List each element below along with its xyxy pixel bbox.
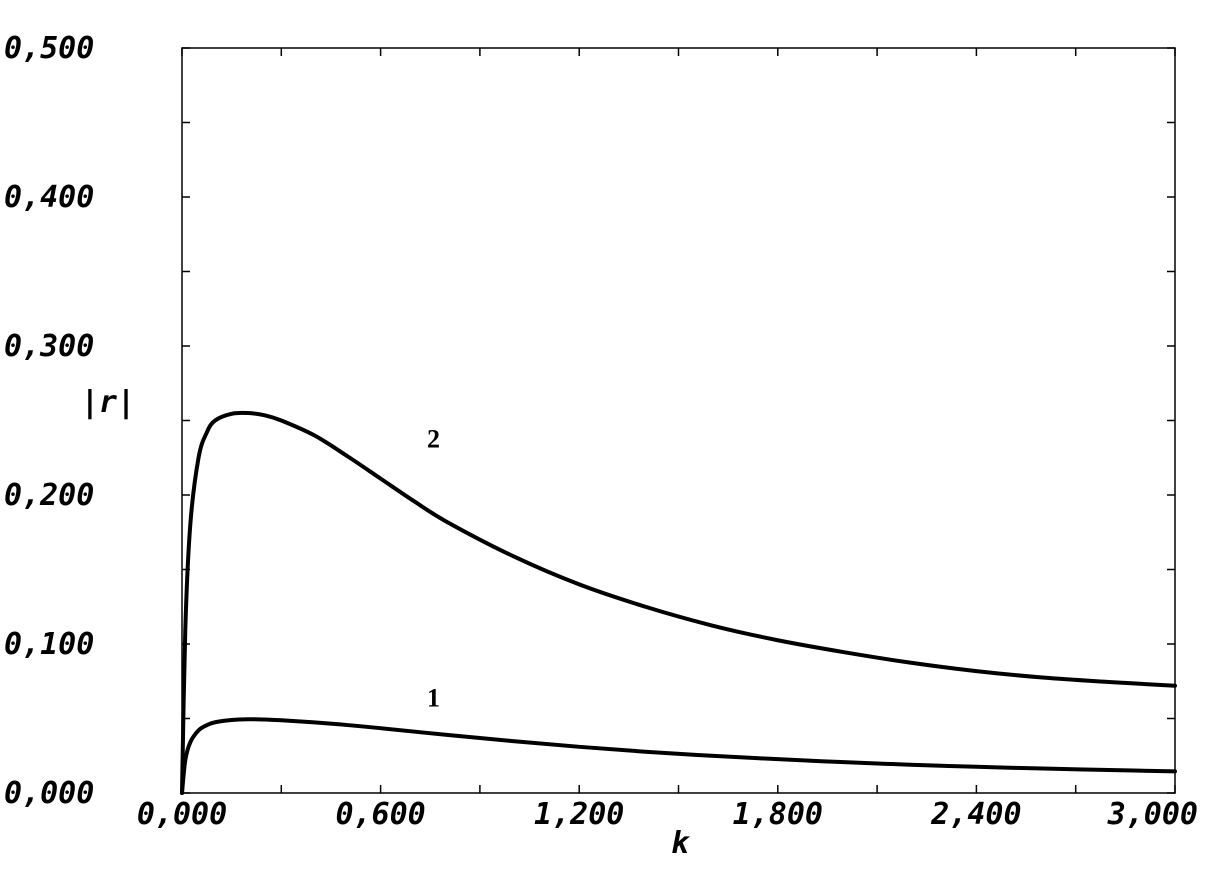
x-tick-labels: 0,000 0,600 1,200 1,800 2,400 3,000 [137,797,1198,832]
x-tick-label: 3,000 [1107,797,1198,832]
y-tick-labels: 0,000 0,100 0,200 0,300 0,400 0,500 [4,31,94,811]
plot-frame [181,47,1176,794]
curve-2 [180,410,1177,795]
x-axis-label: k [671,826,691,861]
data-series [180,410,1177,795]
y-tick-label: 0,100 [4,627,94,662]
curve-1 [180,717,1177,795]
curve-label-1: 1 [427,684,440,713]
x-tick-label: 0,600 [335,797,425,832]
x-tick-label: 2,400 [930,797,1021,832]
x-tick-label: 1,800 [733,797,823,832]
y-tick-label: 0,500 [4,31,94,66]
y-tick-label: 0,400 [4,180,94,215]
y-tick-label: 0,000 [4,776,94,811]
series-labels: 12 [427,424,440,712]
y-tick-label: 0,200 [4,478,94,513]
y-tick-label: 0,300 [4,329,94,364]
x-tick-label: 0,000 [137,797,227,832]
tick-marks [181,47,1176,794]
y-axis-label: |r| [81,385,135,420]
curve-label-2: 2 [427,424,440,453]
x-tick-label: 1,200 [534,797,624,832]
